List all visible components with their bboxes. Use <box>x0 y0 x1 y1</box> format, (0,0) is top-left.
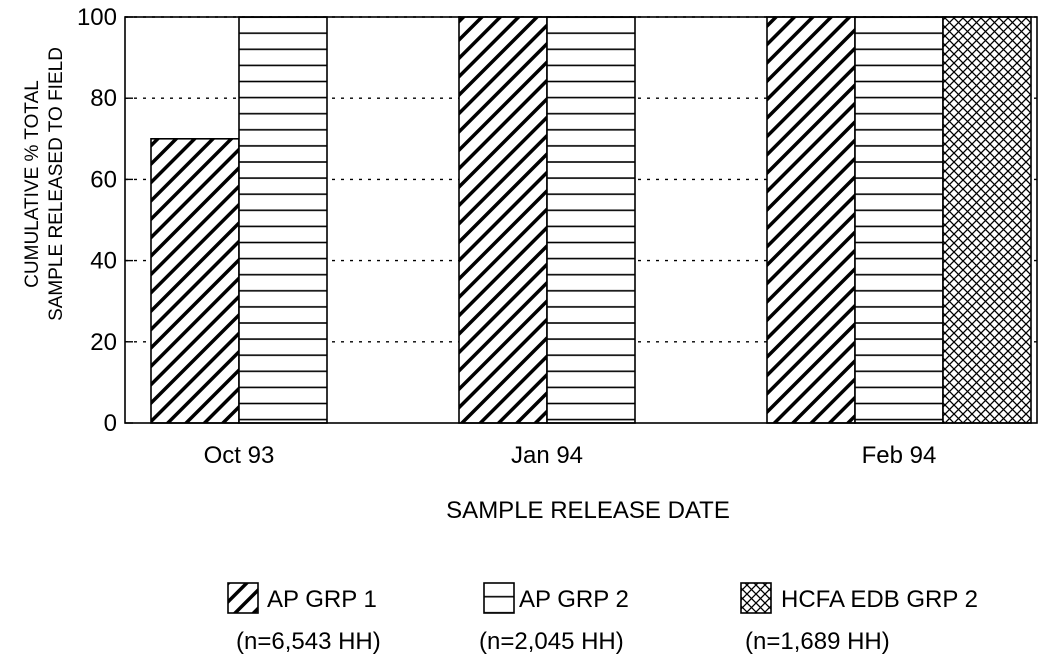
bar-hcfa-edb-grp-2-feb-94 <box>942 16 1032 424</box>
legend-label-ap-grp-1: AP GRP 1 <box>267 586 377 613</box>
y-tick-label-100: 100 <box>77 4 117 31</box>
bar-ap-grp-2-feb-94 <box>854 16 944 424</box>
y-tick-label-20: 20 <box>90 329 117 356</box>
plot-area: 0 20 40 60 80 100 Oct 93 Jan 94 Feb 94 <box>77 4 1038 469</box>
legend: AP GRP 1 (n=6,543 HH) AP GRP 2 (n=2,045 HH)… <box>227 582 978 655</box>
legend-note-hcfa-edb-grp-2: (n=1,689 HH) <box>745 628 890 655</box>
bar-ap-grp-2-oct-93 <box>238 16 328 424</box>
y-tick-label-80: 80 <box>90 85 117 112</box>
x-tick-label-oct-93: Oct 93 <box>204 442 275 469</box>
bar-ap-grp-1-jan-94 <box>458 16 548 424</box>
bar-ap-grp-1-oct-93 <box>150 138 240 424</box>
bar-ap-grp-2-jan-94 <box>546 16 636 424</box>
legend-note-ap-grp-1: (n=6,543 HH) <box>236 628 381 655</box>
y-axis-title: CUMULATIVE % TOTAL SAMPLE RELEASED TO FI… <box>22 47 67 321</box>
x-tick-label-jan-94: Jan 94 <box>511 442 583 469</box>
legend-swatch-hcfa-edb-grp-2 <box>740 582 772 614</box>
y-axis-title-line-1: CUMULATIVE % TOTAL <box>22 80 43 288</box>
plot-frame <box>124 16 1038 424</box>
legend-swatch-ap-grp-2 <box>483 582 515 614</box>
legend-swatch-ap-grp-1 <box>227 582 259 614</box>
legend-note-ap-grp-2: (n=2,045 HH) <box>479 628 624 655</box>
y-axis-title-line-2: SAMPLE RELEASED TO FIELD <box>46 47 67 321</box>
y-tick-label-40: 40 <box>90 248 117 275</box>
x-axis-title: SAMPLE RELEASE DATE <box>446 497 730 524</box>
legend-label-hcfa-edb-grp-2: HCFA EDB GRP 2 <box>781 586 978 613</box>
y-tick-label-60: 60 <box>90 166 117 193</box>
bar-ap-grp-1-feb-94 <box>766 16 856 424</box>
x-tick-label-feb-94: Feb 94 <box>862 442 937 469</box>
y-tick-label-0: 0 <box>104 410 117 437</box>
legend-label-ap-grp-2: AP GRP 2 <box>519 586 629 613</box>
